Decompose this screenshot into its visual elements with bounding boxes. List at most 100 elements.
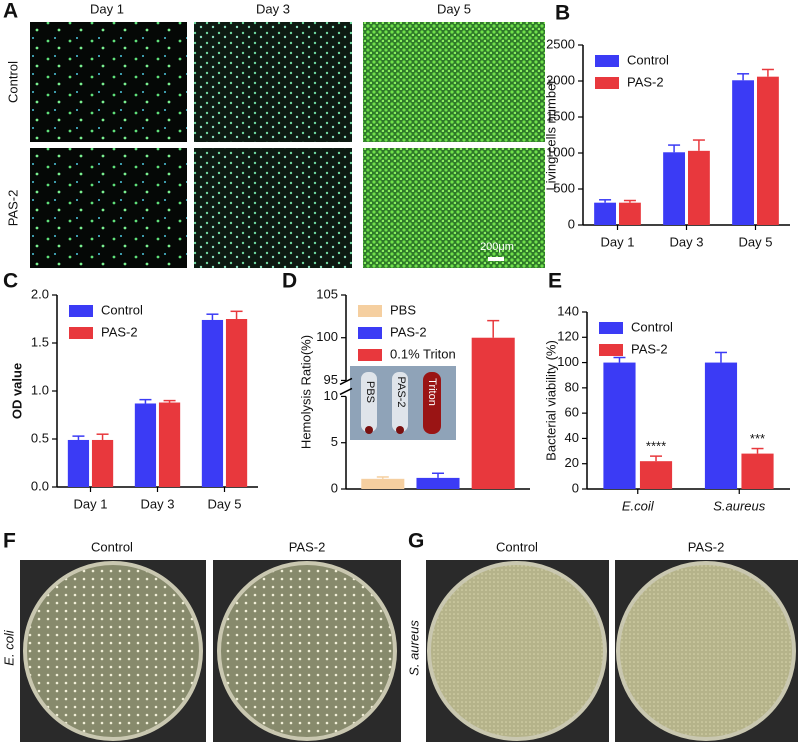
bar [618, 202, 641, 225]
y-axis-title: Living cells number [543, 79, 558, 191]
column-label: Day 3 [256, 1, 290, 16]
row-label: Control [5, 61, 20, 103]
legend-label: PAS-2 [627, 74, 664, 89]
bar [594, 202, 617, 225]
panel-label: A [3, 0, 18, 23]
y-tick-label: 95 [324, 372, 338, 387]
panel-label: G [408, 530, 424, 553]
y-tick-label: 80 [565, 379, 579, 394]
legend-swatch [358, 305, 382, 317]
bar [732, 80, 755, 225]
bar [756, 76, 779, 226]
bar [158, 402, 181, 487]
legend-label: Control [101, 302, 143, 317]
y-tick-label: 20 [565, 455, 579, 470]
panel-label: F [3, 530, 16, 553]
scale-bar-label: 200μm [480, 241, 514, 253]
legend-label: Control [631, 319, 673, 334]
column-label: Control [91, 539, 133, 554]
y-tick-label: 1.0 [31, 382, 49, 397]
tube [361, 372, 377, 432]
column-label: Day 5 [437, 1, 471, 16]
micrograph [363, 148, 545, 268]
legend-label: PAS-2 [390, 324, 427, 339]
y-tick-label: 5 [331, 434, 338, 449]
legend-swatch [599, 322, 623, 334]
axis-break [339, 387, 353, 396]
x-tick-label: Day 3 [141, 496, 175, 511]
tube [392, 372, 408, 432]
row-label: S. aureus [406, 620, 421, 676]
y-tick-label: 500 [553, 180, 575, 195]
x-tick-label: Day 5 [208, 496, 242, 511]
inset-label: PBS [364, 381, 376, 403]
column-label: Day 1 [90, 1, 124, 16]
y-tick-label: 2.0 [31, 286, 49, 301]
micrograph [194, 22, 352, 142]
micrograph [363, 22, 545, 142]
panel-label: D [282, 270, 297, 293]
panel-label: E [548, 270, 562, 293]
legend-swatch [358, 327, 382, 339]
legend-swatch [358, 349, 382, 361]
bar [741, 453, 774, 489]
bar [91, 439, 114, 487]
y-tick-label: 140 [557, 303, 579, 318]
x-tick-label: Day 1 [74, 496, 108, 511]
bar [201, 319, 224, 487]
bar [704, 362, 738, 489]
bar [603, 362, 636, 489]
legend-swatch [599, 344, 623, 356]
bar [639, 461, 673, 489]
legend-swatch [595, 77, 619, 89]
micrograph [30, 22, 187, 142]
legend-swatch [69, 305, 93, 317]
inset-label: Triton [426, 378, 438, 406]
y-tick-label: 0 [572, 480, 579, 495]
column-label: PAS-2 [289, 539, 326, 554]
y-tick-label: 0.0 [31, 478, 49, 493]
x-tick-label: S.aureus [713, 498, 766, 513]
pellet [365, 426, 373, 434]
legend-label: PAS-2 [101, 324, 138, 339]
y-axis-title: Hemolysis Ratio(%) [298, 335, 313, 449]
y-tick-label: 10 [324, 388, 338, 403]
significance-label: **** [646, 439, 666, 454]
y-tick-label: 1.5 [31, 334, 49, 349]
y-tick-label: 100 [316, 329, 338, 344]
bar [225, 319, 248, 487]
inset-label: PAS-2 [395, 377, 407, 408]
micrograph [194, 148, 352, 268]
y-axis-title: OD value [9, 363, 24, 419]
petri-dish [23, 561, 203, 741]
tube [423, 372, 441, 434]
pellet [396, 426, 404, 434]
legend-label: Control [627, 52, 669, 67]
micrograph [30, 148, 187, 268]
panel-label: C [3, 270, 18, 293]
petri-dish [616, 561, 796, 741]
petri-dish [427, 561, 607, 741]
bar [663, 152, 686, 225]
bar [361, 478, 405, 489]
y-tick-label: 2000 [546, 72, 575, 87]
bar [687, 150, 710, 225]
legend-label: PBS [390, 302, 416, 317]
y-tick-label: 0 [331, 480, 338, 495]
y-tick-label: 1500 [546, 108, 575, 123]
y-tick-label: 60 [565, 405, 579, 420]
axis-break [339, 377, 353, 386]
bar [67, 439, 90, 487]
legend-label: PAS-2 [631, 341, 668, 356]
x-tick-label: E.coil [622, 498, 655, 513]
panel-label: B [555, 2, 570, 25]
y-tick-label: 105 [316, 286, 338, 301]
bar [471, 337, 515, 489]
legend-swatch [69, 327, 93, 339]
y-tick-label: 0 [568, 216, 575, 231]
row-label: PAS-2 [5, 190, 20, 227]
significance-label: *** [750, 431, 765, 446]
x-tick-label: Day 5 [739, 234, 773, 249]
